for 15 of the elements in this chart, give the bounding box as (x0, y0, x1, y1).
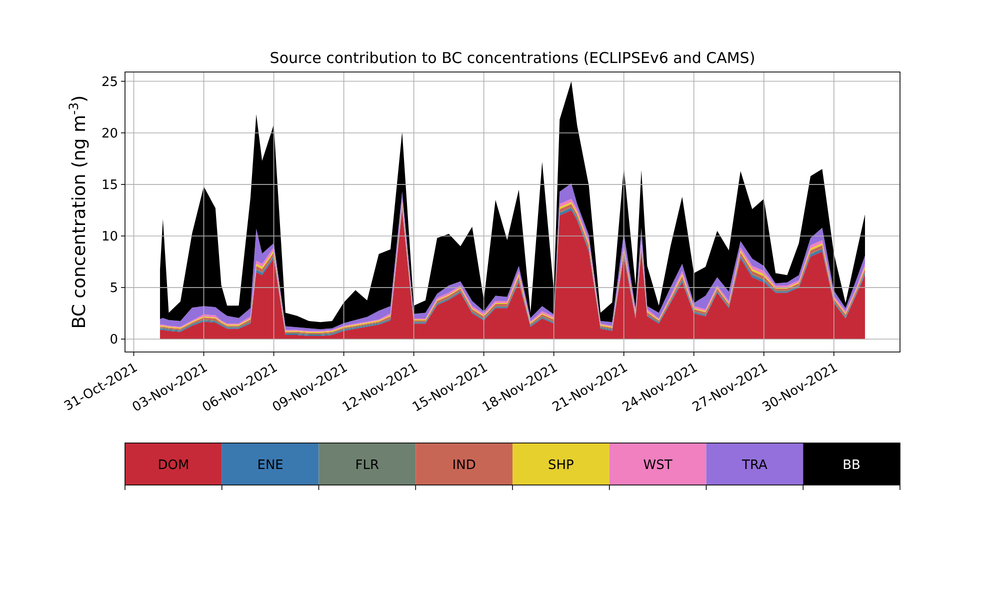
text: TRA (741, 458, 768, 473)
chart-title: Source contribution to BC concentrations (ECLIPSEv6 and CAMS) (270, 49, 756, 67)
y-tick-label: 20 (101, 126, 118, 142)
y-tick-label: 25 (101, 74, 118, 90)
text: WST (643, 458, 672, 473)
text: ENE (257, 458, 284, 473)
y-tick-label: 5 (110, 281, 118, 296)
text: DOM (158, 458, 190, 473)
y-tick-label: 15 (101, 178, 118, 193)
text: IND (452, 458, 476, 473)
text: BB (842, 458, 860, 473)
y-tick-label: 10 (101, 230, 118, 245)
text: SHP (548, 458, 574, 473)
text: FLR (355, 458, 380, 473)
y-tick-label: 0 (110, 332, 118, 348)
